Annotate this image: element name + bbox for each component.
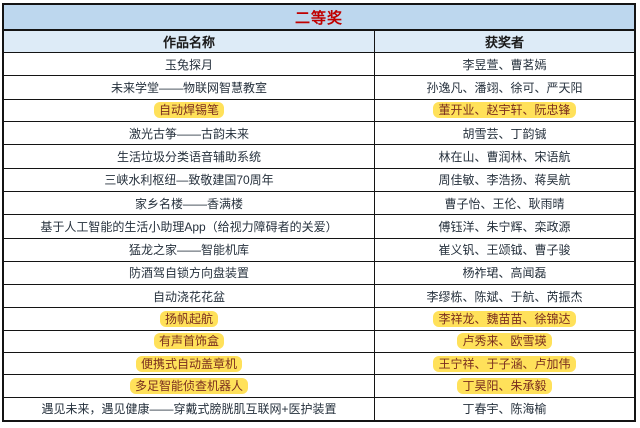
winners-text: 崔义钒、王颂钺、曹子骏 bbox=[438, 243, 571, 258]
table-row: 防酒驾自锁方向盘装置 杨祚珺、高闻磊 bbox=[4, 261, 634, 286]
work-name-text: 生活垃圾分类语音辅助系统 bbox=[116, 149, 261, 164]
table-row: 有声首饰盒 卢秀来、欧雪瑛 bbox=[4, 330, 634, 354]
table-row: 遇见未来，遇见健康——穿戴式膀胱肌互联网+医护装置 丁春宇、陈海榆 bbox=[4, 397, 634, 420]
work-name-cell: 未来学堂——物联网智慧教室 bbox=[4, 76, 375, 99]
work-name-text: 激光古筝——古韵未来 bbox=[128, 126, 249, 141]
work-name-text: 三峡水利枢纽—致敬建国70周年 bbox=[104, 173, 274, 188]
work-name-cell: 猛龙之家——智能机库 bbox=[4, 238, 375, 261]
winners-text: 傅钰洋、朱宁辉、栾政源 bbox=[438, 219, 571, 234]
work-name-text: 便携式自动盖章机 bbox=[135, 355, 242, 372]
winners-cell: 丁春宇、陈海榆 bbox=[375, 398, 634, 420]
work-name-cell: 激光古筝——古韵未来 bbox=[4, 121, 375, 145]
work-name-cell: 玉兔探月 bbox=[4, 53, 375, 76]
work-name-cell: 扬帆起航 bbox=[4, 308, 375, 330]
work-name-cell: 自动焊锡笔 bbox=[4, 99, 375, 121]
work-name-text: 有声首饰盒 bbox=[153, 333, 224, 350]
work-name-cell: 多足智能侦查机器人 bbox=[4, 375, 375, 397]
table-title-row: 二等奖 bbox=[4, 5, 634, 31]
table-row: 基于人工智能的生活小助理App（给视力障碍者的关爱） 傅钰洋、朱宁辉、栾政源 bbox=[4, 215, 634, 239]
winners-cell: 崔义钒、王颂钺、曹子骏 bbox=[375, 239, 634, 261]
winners-text: 李缪栋、陈斌、于航、芮振杰 bbox=[426, 289, 583, 304]
winners-cell: 周佳敏、李浩扬、蒋昊航 bbox=[375, 169, 634, 191]
winners-text: 卢秀来、欧雪瑛 bbox=[457, 333, 552, 350]
table-row: 玉兔探月 李昱萱、曹茗嫣 bbox=[4, 53, 634, 77]
work-name-cell: 自动浇花花盆 bbox=[4, 285, 375, 308]
work-name-text: 基于人工智能的生活小助理App（给视力障碍者的关爱） bbox=[40, 219, 338, 234]
table-row: 猛龙之家——智能机库 崔义钒、王颂钺、曹子骏 bbox=[4, 238, 634, 262]
table-row: 自动焊锡笔 董开业、赵宇轩、阮忠锋 bbox=[4, 99, 634, 122]
work-name-text: 家乡名楼——香满楼 bbox=[134, 196, 243, 211]
winners-text: 丁春宇、陈海榆 bbox=[462, 402, 547, 417]
table-row: 便携式自动盖章机 王宁祥、于子涵、卢加伟 bbox=[4, 353, 634, 376]
winners-text: 杨祚珺、高闻磊 bbox=[462, 266, 547, 281]
winners-cell: 曹子怡、王伦、耿雨晴 bbox=[375, 192, 634, 214]
winners-text: 董开业、赵宇轩、阮忠锋 bbox=[433, 102, 576, 119]
work-name-cell: 基于人工智能的生活小助理App（给视力障碍者的关爱） bbox=[4, 215, 375, 238]
winners-cell: 董开业、赵宇轩、阮忠锋 bbox=[375, 100, 634, 121]
winners-text: 孙逸凡、潘翊、徐可、严天阳 bbox=[426, 80, 583, 95]
winners-cell: 李昱萱、曹茗嫣 bbox=[375, 53, 634, 75]
work-name-text: 扬帆起航 bbox=[159, 311, 218, 328]
column-header-winners: 获奖者 bbox=[375, 31, 634, 52]
winners-text: 胡雪芸、丁韵铖 bbox=[462, 126, 547, 141]
column-header-winners-label: 获奖者 bbox=[484, 35, 524, 50]
work-name-cell: 三峡水利枢纽—致敬建国70周年 bbox=[4, 168, 375, 191]
table-row: 未来学堂——物联网智慧教室 孙逸凡、潘翊、徐可、严天阳 bbox=[4, 76, 634, 100]
work-name-text: 未来学堂——物联网智慧教室 bbox=[110, 80, 267, 95]
awards-table: 二等奖 作品名称 获奖者 玉兔探月 李昱萱、曹茗嫣 未来学堂——物联网智慧教室 … bbox=[2, 3, 636, 422]
winners-text: 林在山、曹润林、宋语航 bbox=[438, 149, 571, 164]
winners-text: 曹子怡、王伦、耿雨晴 bbox=[444, 196, 565, 211]
work-name-text: 自动浇花花盆 bbox=[152, 289, 225, 304]
work-name-cell: 遇见未来，遇见健康——穿戴式膀胱肌互联网+医护装置 bbox=[4, 397, 375, 420]
table-row: 生活垃圾分类语音辅助系统 林在山、曹润林、宋语航 bbox=[4, 145, 634, 169]
winners-cell: 杨祚珺、高闻磊 bbox=[375, 262, 634, 284]
table-row: 三峡水利枢纽—致敬建国70周年 周佳敏、李浩扬、蒋昊航 bbox=[4, 168, 634, 192]
table-title: 二等奖 bbox=[294, 9, 343, 27]
work-name-text: 多足智能侦查机器人 bbox=[129, 378, 248, 395]
winners-text: 李祥龙、魏苗苗、徐锦达 bbox=[433, 311, 576, 328]
winners-cell: 王宁祥、于子涵、卢加伟 bbox=[375, 353, 634, 374]
winners-cell: 丁昊阳、朱承毅 bbox=[375, 375, 634, 396]
table-row: 激光古筝——古韵未来 胡雪芸、丁韵铖 bbox=[4, 121, 634, 146]
winners-text: 李昱萱、曹茗嫣 bbox=[462, 57, 547, 72]
winners-cell: 傅钰洋、朱宁辉、栾政源 bbox=[375, 215, 634, 237]
winners-cell: 李缪栋、陈斌、于航、芮振杰 bbox=[375, 285, 634, 307]
table-header-row: 作品名称 获奖者 bbox=[4, 31, 634, 53]
column-header-work: 作品名称 bbox=[4, 31, 375, 52]
work-name-text: 遇见未来，遇见健康——穿戴式膀胱肌互联网+医护装置 bbox=[41, 402, 337, 417]
table-row: 多足智能侦查机器人 丁昊阳、朱承毅 bbox=[4, 375, 634, 398]
column-header-work-label: 作品名称 bbox=[162, 35, 215, 50]
work-name-cell: 生活垃圾分类语音辅助系统 bbox=[4, 145, 375, 168]
winners-text: 王宁祥、于子涵、卢加伟 bbox=[433, 355, 576, 372]
work-name-text: 防酒驾自锁方向盘装置 bbox=[128, 266, 249, 281]
winners-cell: 胡雪芸、丁韵铖 bbox=[375, 122, 634, 144]
work-name-cell: 便携式自动盖章机 bbox=[4, 353, 375, 375]
winners-cell: 孙逸凡、潘翊、徐可、严天阳 bbox=[375, 76, 634, 98]
winners-text: 周佳敏、李浩扬、蒋昊航 bbox=[438, 173, 571, 188]
table-row: 扬帆起航 李祥龙、魏苗苗、徐锦达 bbox=[4, 308, 634, 331]
work-name-text: 自动焊锡笔 bbox=[153, 102, 224, 119]
winners-text: 丁昊阳、朱承毅 bbox=[457, 378, 552, 395]
work-name-text: 玉兔探月 bbox=[164, 57, 213, 72]
winners-cell: 卢秀来、欧雪瑛 bbox=[375, 331, 634, 352]
winners-cell: 李祥龙、魏苗苗、徐锦达 bbox=[375, 308, 634, 329]
table-row: 家乡名楼——香满楼 曹子怡、王伦、耿雨晴 bbox=[4, 191, 634, 216]
work-name-cell: 防酒驾自锁方向盘装置 bbox=[4, 261, 375, 285]
winners-cell: 林在山、曹润林、宋语航 bbox=[375, 145, 634, 167]
work-name-text: 猛龙之家——智能机库 bbox=[128, 243, 249, 258]
work-name-cell: 家乡名楼——香满楼 bbox=[4, 191, 375, 215]
table-row: 自动浇花花盆 李缪栋、陈斌、于航、芮振杰 bbox=[4, 285, 634, 309]
work-name-cell: 有声首饰盒 bbox=[4, 330, 375, 353]
